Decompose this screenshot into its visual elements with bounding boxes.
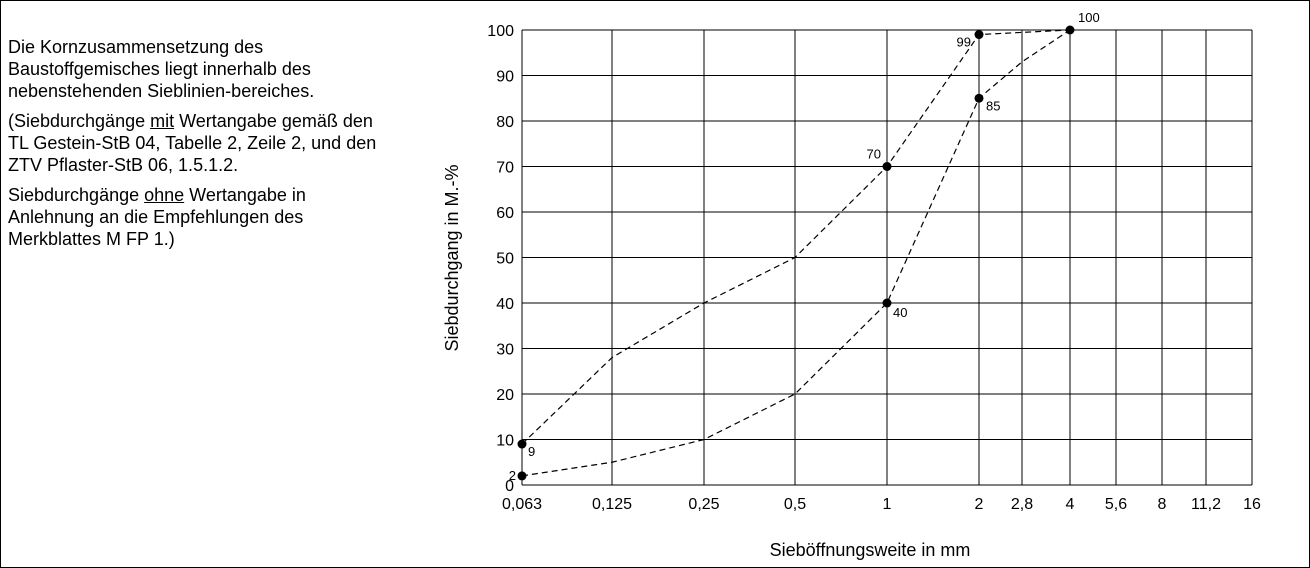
description-p2-underlined: mit bbox=[150, 111, 175, 131]
chart-series bbox=[521, 29, 1071, 477]
x-tick-label-2_8: 2,8 bbox=[1011, 496, 1033, 513]
data-point-s2-85 bbox=[974, 93, 984, 103]
x-tick-label-1: 1 bbox=[883, 496, 892, 513]
x-tick-labels: 0,063 0,125 0,25 0,5 1 2 2,8 4 5,6 8 11,2 16 bbox=[502, 496, 1261, 513]
data-label-s1-70: 70 bbox=[867, 147, 881, 162]
x-tick-label-0_5: 0,5 bbox=[784, 496, 806, 513]
data-point-s1-70 bbox=[882, 162, 892, 171]
data-label-s2-85: 85 bbox=[986, 98, 1000, 113]
x-tick-label-2: 2 bbox=[975, 496, 984, 513]
x-tick-label-4: 4 bbox=[1066, 496, 1075, 513]
data-label-s1-99: 99 bbox=[957, 35, 971, 50]
data-point-s2-2 bbox=[517, 471, 527, 481]
description-p3-end: Wertangabe in Anlehnung an die Empfehlun… bbox=[8, 185, 306, 249]
series-line-1 bbox=[521, 29, 1071, 445]
y-tick-label-60: 60 bbox=[496, 205, 514, 222]
y-tick-label-70: 70 bbox=[496, 160, 514, 177]
y-tick-label-30: 30 bbox=[496, 342, 514, 359]
description-paragraph-3: Siebdurchgänge ohne Wertangabe in Anlehn… bbox=[8, 184, 378, 250]
y-tick-label-50: 50 bbox=[496, 251, 514, 268]
y-axis-title: Siebdurchgang in M.-% bbox=[442, 164, 462, 351]
description-p3-underlined: ohne bbox=[144, 185, 185, 205]
y-tick-label-40: 40 bbox=[496, 296, 514, 313]
series-line-2 bbox=[521, 29, 1071, 477]
description-p3-start: Siebdurchgänge bbox=[8, 185, 145, 205]
data-label-s1-100: 100 bbox=[1078, 10, 1100, 25]
description-p2-end: Wertangabe gemäß den TL Gestein-StB 04, … bbox=[8, 111, 377, 175]
y-tick-label-10: 10 bbox=[496, 433, 514, 450]
chart-points: 9 70 99 100 2 40 85 bbox=[509, 10, 1100, 483]
chart-grid bbox=[521, 29, 1253, 486]
data-label-s1-9: 9 bbox=[528, 444, 535, 459]
data-label-s2-2: 2 bbox=[509, 468, 516, 483]
x-tick-label-0_25: 0,25 bbox=[688, 496, 719, 513]
data-point-s1-100 bbox=[1065, 25, 1075, 35]
data-label-s2-40: 40 bbox=[893, 305, 907, 320]
x-tick-label-5_6: 5,6 bbox=[1105, 496, 1127, 513]
x-tick-label-8: 8 bbox=[1158, 496, 1167, 513]
y-tick-label-80: 80 bbox=[496, 114, 514, 131]
y-tick-label-90: 90 bbox=[496, 69, 514, 86]
y-tick-label-0: 0 bbox=[505, 478, 514, 495]
x-tick-label-11_2: 11,2 bbox=[1191, 496, 1221, 513]
x-axis-title: Sieböffnungsweite in mm bbox=[770, 540, 971, 560]
x-tick-label-0_125: 0,125 bbox=[592, 496, 632, 513]
data-point-s1-99 bbox=[974, 30, 984, 40]
description-p2-start: (Siebdurchgänge bbox=[8, 111, 151, 131]
description-paragraph-2: (Siebdurchgänge mit Wertangabe gemäß den… bbox=[8, 110, 378, 176]
x-tick-label-16: 16 bbox=[1243, 496, 1261, 513]
description-paragraph-1: Die Kornzusammensetzung des Baustoffgemi… bbox=[8, 37, 315, 101]
x-tick-label-0_063: 0,063 bbox=[502, 496, 542, 513]
data-point-s2-40 bbox=[882, 298, 892, 308]
y-tick-label-100: 100 bbox=[487, 23, 514, 40]
description-text: Die Kornzusammensetzung des Baustoffgemi… bbox=[8, 36, 378, 258]
y-tick-label-20: 20 bbox=[496, 387, 514, 404]
data-point-s1-9 bbox=[517, 439, 527, 449]
y-tick-labels: 0 10 20 30 40 50 60 70 80 90 100 bbox=[487, 23, 514, 495]
